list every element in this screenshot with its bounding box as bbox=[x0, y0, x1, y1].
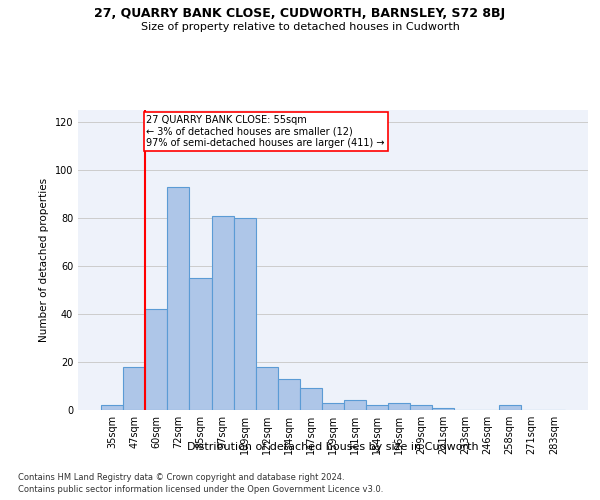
Text: Contains public sector information licensed under the Open Government Licence v3: Contains public sector information licen… bbox=[18, 485, 383, 494]
Bar bbox=[499, 405, 521, 410]
Bar bbox=[256, 367, 278, 410]
Bar bbox=[410, 405, 433, 410]
Bar bbox=[145, 309, 167, 410]
Text: Distribution of detached houses by size in Cudworth: Distribution of detached houses by size … bbox=[187, 442, 479, 452]
Y-axis label: Number of detached properties: Number of detached properties bbox=[39, 178, 49, 342]
Bar bbox=[366, 405, 388, 410]
Bar bbox=[167, 187, 190, 410]
Bar bbox=[433, 408, 454, 410]
Bar bbox=[322, 403, 344, 410]
Text: Contains HM Land Registry data © Crown copyright and database right 2024.: Contains HM Land Registry data © Crown c… bbox=[18, 472, 344, 482]
Bar bbox=[233, 218, 256, 410]
Bar bbox=[344, 400, 366, 410]
Text: 27, QUARRY BANK CLOSE, CUDWORTH, BARNSLEY, S72 8BJ: 27, QUARRY BANK CLOSE, CUDWORTH, BARNSLE… bbox=[94, 8, 506, 20]
Bar bbox=[278, 379, 300, 410]
Bar bbox=[123, 367, 145, 410]
Bar bbox=[388, 403, 410, 410]
Bar bbox=[190, 278, 212, 410]
Text: 27 QUARRY BANK CLOSE: 55sqm
← 3% of detached houses are smaller (12)
97% of semi: 27 QUARRY BANK CLOSE: 55sqm ← 3% of deta… bbox=[146, 115, 385, 148]
Bar bbox=[300, 388, 322, 410]
Bar bbox=[101, 405, 123, 410]
Text: Size of property relative to detached houses in Cudworth: Size of property relative to detached ho… bbox=[140, 22, 460, 32]
Bar bbox=[212, 216, 233, 410]
